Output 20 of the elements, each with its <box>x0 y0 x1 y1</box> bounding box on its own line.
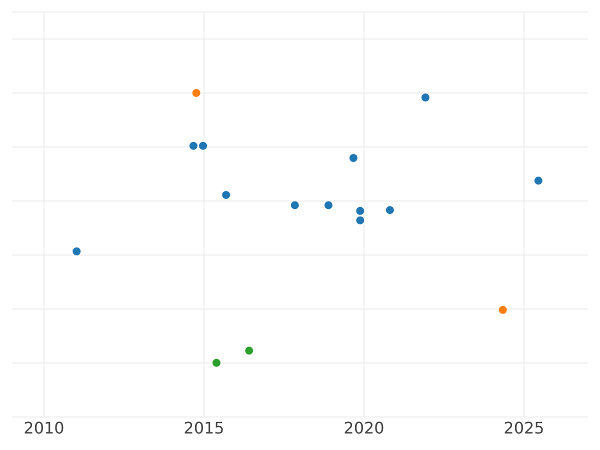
x-tick-label: 2015 <box>184 418 224 438</box>
point <box>356 206 364 215</box>
point <box>421 94 430 102</box>
point <box>72 247 81 256</box>
point <box>386 206 394 214</box>
point <box>245 346 254 355</box>
point <box>222 190 230 199</box>
point <box>324 201 332 210</box>
point <box>349 154 358 162</box>
point <box>192 88 200 97</box>
x-tick-label: 2020 <box>344 418 384 438</box>
point <box>199 142 208 150</box>
x-tick-label: 2025 <box>504 418 544 438</box>
point <box>498 306 507 314</box>
point <box>356 216 364 224</box>
x-tick-label: 2010 <box>24 418 64 438</box>
point <box>290 201 299 210</box>
point <box>534 176 542 185</box>
point <box>189 142 198 150</box>
point <box>212 358 220 367</box>
